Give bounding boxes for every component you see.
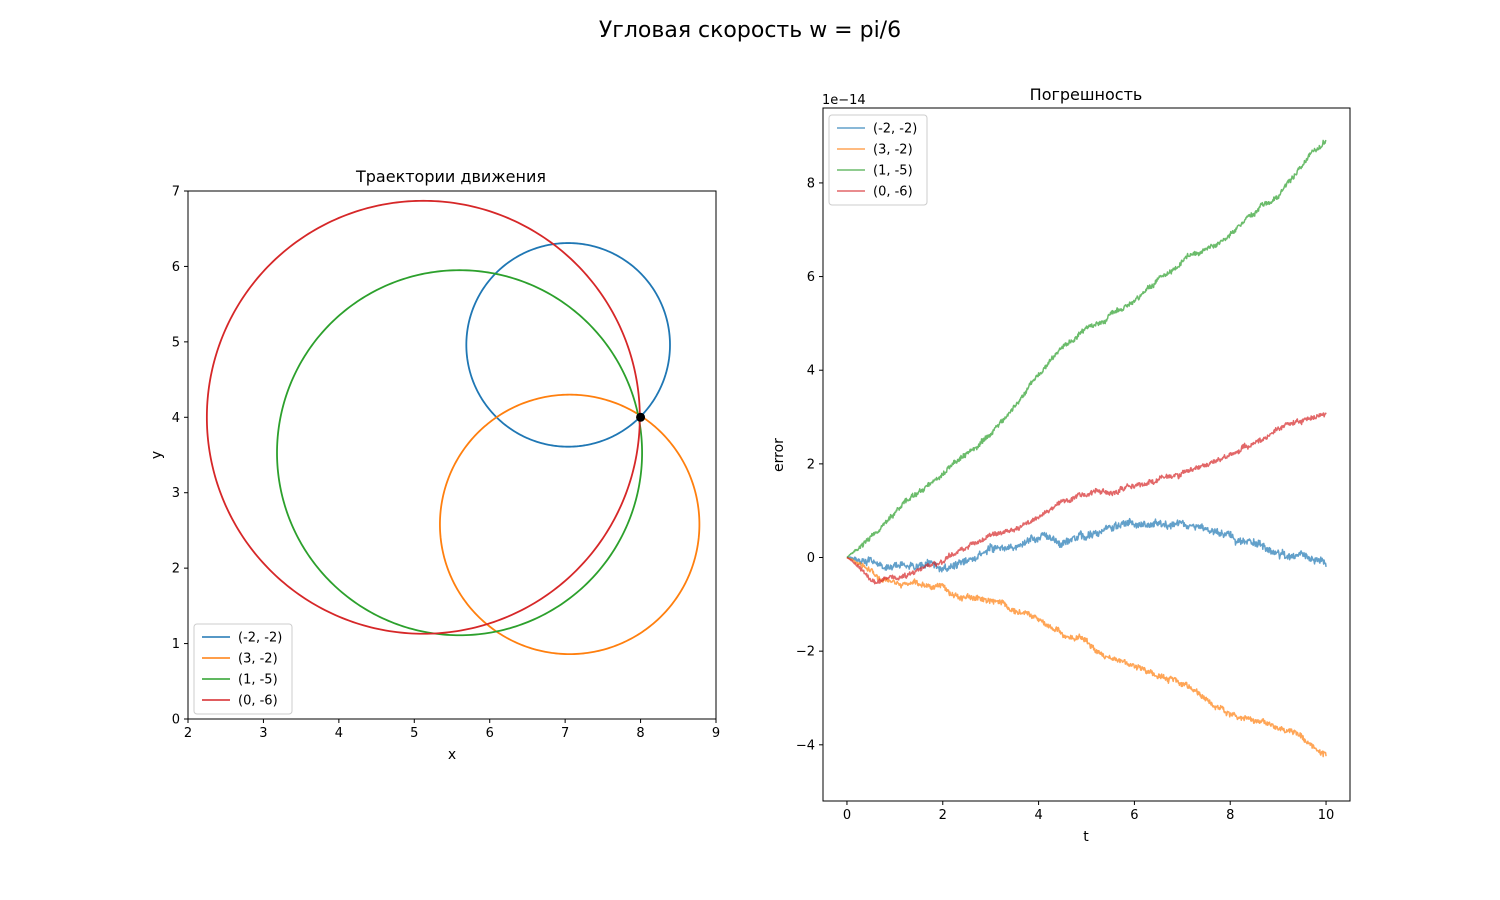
trajectories-frame [187,190,717,720]
trajectories-ticks: 2 3 4 5 6 7 8 9 0 1 2 3 4 5 6 7 [172,185,720,742]
error-xtick-label: 10 [1318,808,1335,823]
error-frame [822,107,1351,802]
error-line-0-6 [846,412,1327,585]
trajectories-ytick-label: 7 [172,185,180,200]
trajectory-line-2-2 [465,242,671,448]
error-ytick-label: 2 [807,457,815,472]
error-legend-label-3-2: (3, -2) [873,143,913,158]
error-legend: (-2, -2) (3, -2) (1, -5) (0, -6) [828,114,928,206]
error-ytick-label: 4 [807,364,815,379]
trajectories-title: Траектории движения [355,167,546,186]
trajectories-ytick-label: 0 [172,713,180,728]
error-xtick-label: 6 [1130,808,1138,823]
trajectories-ytick-label: 5 [172,335,180,350]
error-ticks: 0 2 4 6 8 10 −4 −2 0 2 4 6 8 [796,176,1334,823]
error-xtick-label: 4 [1034,808,1042,823]
trajectories-xtick-label: 8 [636,726,644,741]
trajectories-legend: (-2, -2) (3, -2) (1, -5) (0, -6) [193,623,293,715]
error-legend-label-1-5: (1, -5) [873,164,913,179]
trajectories-ytick-label: 6 [172,260,180,275]
trajectories-xlabel: x [448,747,456,763]
trajectories-legend-label-3-2: (3, -2) [238,652,278,667]
error-ytick-label: −2 [796,645,815,660]
trajectory-line-0-6 [205,199,641,635]
trajectories-xtick-label: 3 [259,726,267,741]
trajectories-ytick-label: 3 [172,486,180,501]
error-xtick-label: 0 [843,808,851,823]
error-line-2-2 [846,517,1327,573]
trajectories-xtick-label: 9 [712,726,720,741]
error-xtick-label: 2 [939,808,947,823]
error-line-1-5 [846,139,1327,559]
error-line-3-2 [846,556,1327,758]
error-legend-label-2-2: (-2, -2) [873,122,917,137]
trajectories-xtick-label: 2 [184,726,192,741]
trajectories-legend-label-0-6: (0, -6) [238,694,278,709]
trajectories-ytick-label: 2 [172,562,180,577]
trajectories-axes: Траектории движения 2 3 4 5 6 7 8 9 0 1 2 3 4 5 6 7 x y… [149,167,720,763]
error-plot-area [846,139,1327,758]
trajectories-legend-label-2-2: (-2, -2) [238,631,282,646]
error-ytick-label: −4 [796,738,815,753]
error-offset-label: 1e−14 [822,93,866,108]
error-title: Погрешность [1030,85,1143,104]
start-point-marker [636,412,646,422]
trajectories-ylabel: y [149,451,165,459]
error-ytick-label: 0 [807,551,815,566]
error-legend-label-0-6: (0, -6) [873,185,913,200]
error-legend-box [828,114,928,206]
error-ytick-label: 8 [807,176,815,191]
error-ylabel: error [771,438,787,472]
error-xlabel: t [1083,829,1089,845]
trajectory-line-1-5 [276,269,643,637]
trajectories-ytick-label: 4 [172,411,180,426]
error-xtick-label: 8 [1226,808,1234,823]
trajectories-xtick-label: 7 [561,726,569,741]
trajectories-xtick-label: 5 [410,726,418,741]
trajectories-xtick-label: 4 [335,726,343,741]
trajectories-legend-box [193,623,293,715]
error-ytick-label: 6 [807,270,815,285]
figure-suptitle: Угловая скорость w = pi/6 [599,18,901,43]
error-axes: Погрешность 1e−14 0 2 4 6 8 10 −4 −2 0 2 4 6 8 t err… [771,85,1351,845]
trajectories-plot-area [205,199,701,656]
trajectory-line-3-2 [439,393,701,656]
trajectories-legend-label-1-5: (1, -5) [238,673,278,688]
trajectories-xtick-label: 6 [486,726,494,741]
trajectories-ytick-label: 1 [172,637,180,652]
